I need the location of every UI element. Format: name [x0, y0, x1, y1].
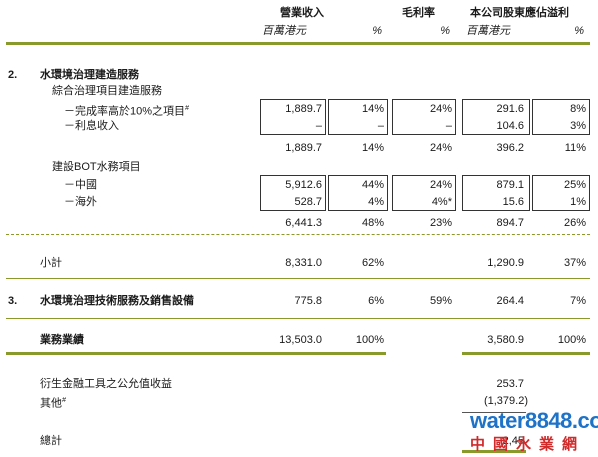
sub1-total-rev: 1,889.7 [285, 142, 322, 154]
business-rev-pct: 100% [355, 334, 384, 346]
business-rev: 13,503.0 [279, 334, 322, 346]
sub2-total-profit-pct: 26% [563, 217, 586, 229]
box-margin-group2 [392, 175, 456, 211]
sub2-total-profit: 894.7 [496, 217, 524, 229]
row-b-profit-pct: 3% [570, 120, 586, 132]
fair-value-label: 衍生金融工具之公允值收益 [40, 378, 172, 390]
row-b-label: －利息收入 [64, 120, 119, 132]
row-d-rev-pct: 4% [368, 196, 384, 208]
section-3-profit-pct: 7% [570, 295, 586, 307]
sub2-total-margin: 23% [429, 217, 452, 229]
row-a-rev: 1,889.7 [285, 103, 322, 115]
row-a-rev-pct: 14% [361, 103, 384, 115]
row-c-margin: 24% [429, 179, 452, 191]
row-b-profit: 104.6 [496, 120, 524, 132]
row-d-profit: 15.6 [502, 196, 524, 208]
section-3-margin: 59% [429, 295, 452, 307]
row-b-rev: – [315, 120, 322, 132]
business-rule-right [462, 352, 590, 355]
fair-value-profit: 253.7 [496, 378, 524, 390]
section-2-sub2-title: 建設BOT水務項目 [52, 161, 141, 173]
section-3-rev-pct: 6% [368, 295, 384, 307]
unit-hkd-m-revenue: 百萬港元 [262, 25, 306, 37]
subtotal-rule [6, 278, 590, 279]
other-rule [462, 412, 526, 413]
other-label: 其他# [40, 397, 66, 410]
total-profit: 2,45 [502, 435, 524, 447]
header-rule [6, 42, 590, 45]
subtotal-profit: 1,290.9 [487, 257, 524, 269]
row-d-margin: 4%* [431, 196, 452, 208]
section-3-number: 3. [8, 295, 18, 307]
section-2-title: 水環境治理建造服務 [40, 69, 139, 81]
box-profitpct-group1 [532, 99, 590, 135]
watermark-line1: water8848.com [470, 408, 598, 433]
dashed-divider [6, 234, 590, 235]
section-2-number: 2. [8, 69, 18, 81]
row-c-profit: 879.1 [496, 179, 524, 191]
sub1-total-rev-pct: 14% [361, 142, 384, 154]
row-a-profit-pct: 8% [570, 103, 586, 115]
watermark-line2: 中國水業網 [470, 435, 586, 453]
row-d-profit-pct: 1% [570, 196, 586, 208]
section-3-profit: 264.4 [496, 295, 524, 307]
row-d-label: －海外 [64, 196, 97, 208]
col-header-margin: 毛利率 [402, 7, 435, 19]
total-label: 總計 [40, 435, 62, 447]
sub2-total-rev: 6,441.3 [285, 217, 322, 229]
row-a-profit: 291.6 [496, 103, 524, 115]
sub1-total-margin: 24% [429, 142, 452, 154]
business-label: 業務業績 [40, 334, 84, 346]
section-2-sub1-title: 綜合治理項目建造服務 [52, 85, 162, 97]
section-3-rule [6, 318, 590, 319]
sub1-total-profit-pct: 11% [564, 142, 586, 154]
business-profit-pct: 100% [557, 334, 586, 346]
row-c-profit-pct: 25% [563, 179, 586, 191]
watermark-logo: water8848.com 中國水業網 [470, 408, 598, 454]
row-a-margin: 24% [429, 103, 452, 115]
unit-pct-margin: % [440, 25, 450, 37]
row-c-rev: 5,912.6 [285, 179, 322, 191]
row-c-rev-pct: 44% [361, 179, 384, 191]
box-revpct-group1 [328, 99, 388, 135]
sub1-total-profit: 396.2 [496, 142, 524, 154]
total-rule [462, 450, 526, 453]
section-3-title: 水環境治理技術服務及銷售設備 [40, 295, 194, 307]
business-rule-left [6, 352, 386, 355]
box-profit-group2 [462, 175, 530, 211]
box-rev-group2 [260, 175, 326, 211]
col-header-revenue: 營業收入 [280, 7, 324, 19]
row-c-label: －中國 [64, 179, 97, 191]
row-b-rev-pct: – [377, 120, 384, 132]
unit-pct-profit: % [574, 25, 584, 37]
business-profit: 3,580.9 [487, 334, 524, 346]
row-a-label: －完成率高於10%之項目# [64, 105, 189, 118]
unit-hkd-m-profit: 百萬港元 [466, 25, 510, 37]
box-rev-group1 [260, 99, 326, 135]
box-profitpct-group2 [532, 175, 590, 211]
unit-pct-revenue: % [372, 25, 382, 37]
row-d-rev: 528.7 [294, 196, 322, 208]
box-revpct-group2 [328, 175, 388, 211]
box-margin-group1 [392, 99, 456, 135]
sub2-total-rev-pct: 48% [361, 217, 384, 229]
other-profit: (1,379.2) [483, 395, 528, 407]
row-b-margin: – [445, 120, 452, 132]
col-header-profit: 本公司股東應佔溢利 [470, 7, 569, 19]
section-3-rev: 775.8 [294, 295, 322, 307]
box-profit-group1 [462, 99, 530, 135]
subtotal-rev: 8,331.0 [285, 257, 322, 269]
subtotal-rev-pct: 62% [361, 257, 384, 269]
subtotal-label: 小計 [40, 257, 62, 269]
subtotal-profit-pct: 37% [563, 257, 586, 269]
